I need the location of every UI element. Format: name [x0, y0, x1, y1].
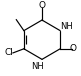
Text: Cl: Cl: [5, 48, 14, 57]
Text: NH: NH: [32, 62, 44, 71]
Text: O: O: [38, 1, 46, 10]
Text: O: O: [70, 44, 77, 53]
Text: NH: NH: [60, 22, 73, 31]
